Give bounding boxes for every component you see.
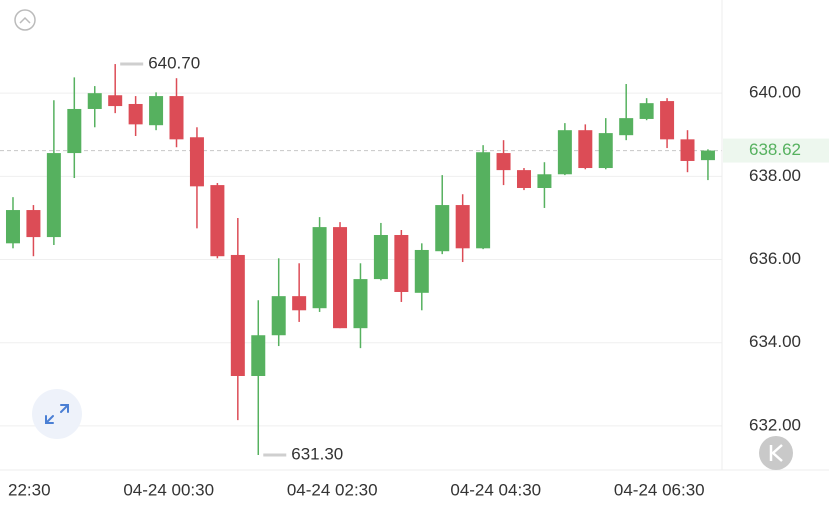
x-tick-label: 04-24 02:30 — [287, 480, 378, 499]
candle-body — [455, 205, 470, 249]
y-tick-label: 632.00 — [749, 415, 801, 434]
collapse-icon[interactable] — [14, 9, 36, 31]
y-tick-label: 634.00 — [749, 332, 801, 351]
annotation-label: 631.30 — [291, 445, 343, 464]
y-tick-label: 638.00 — [749, 166, 801, 185]
candle-body — [557, 130, 572, 175]
kline-glyph[interactable] — [769, 444, 783, 462]
collapse-circle[interactable] — [14, 9, 36, 31]
candle-body — [435, 205, 450, 252]
candle-body — [87, 93, 102, 109]
annotation-label: 640.70 — [148, 54, 200, 73]
candle-body — [537, 174, 552, 188]
y-tick-label: 636.00 — [749, 249, 801, 268]
x-tick-label: 22:30 — [8, 480, 51, 499]
candle-body — [680, 139, 695, 161]
expand-arrows[interactable] — [45, 404, 69, 424]
kline-circle[interactable] — [759, 436, 793, 470]
collapse-chevron[interactable] — [19, 16, 31, 24]
x-tick-label: 04-24 00:30 — [123, 480, 214, 499]
candle-body — [128, 103, 143, 125]
candle-body — [189, 137, 204, 187]
expand-circle[interactable] — [32, 389, 82, 439]
candle-body — [333, 227, 348, 329]
x-tick-label: 04-24 04:30 — [450, 480, 541, 499]
candle-body — [271, 296, 286, 336]
candle-body — [353, 279, 368, 329]
plot: 632.00 634.00 636.00 638.00 640.00 22:30 04-24… — [0, 54, 829, 499]
candle-body — [210, 185, 225, 257]
candle-body — [394, 235, 409, 292]
candle-body — [26, 210, 41, 238]
x-tick-label: 04-24 06:30 — [614, 480, 705, 499]
candle-body — [373, 235, 388, 280]
candle-body — [46, 153, 61, 238]
candle-body — [516, 170, 531, 188]
candle-body — [700, 150, 715, 161]
last-price-label: 638.62 — [749, 140, 801, 159]
expand-button[interactable] — [32, 389, 82, 439]
candle-body — [251, 335, 266, 376]
candle-body — [414, 249, 429, 293]
last-price-box — [723, 138, 829, 163]
candle-body — [67, 108, 82, 154]
candle-body — [598, 133, 613, 169]
candle-body — [578, 130, 593, 169]
candle-body — [619, 118, 634, 136]
y-tick-label: 640.00 — [749, 83, 801, 102]
candle-body — [169, 96, 184, 140]
candle-body — [108, 95, 123, 107]
candle-body — [639, 103, 654, 119]
candle-body — [660, 101, 675, 140]
candle-body — [312, 227, 327, 309]
candle-body — [496, 153, 511, 171]
kline-button[interactable] — [759, 436, 793, 470]
candle-body — [5, 210, 20, 244]
candle-body — [476, 152, 491, 249]
candle-body — [149, 96, 164, 126]
candle-body — [230, 254, 245, 376]
candle-body — [292, 296, 307, 311]
